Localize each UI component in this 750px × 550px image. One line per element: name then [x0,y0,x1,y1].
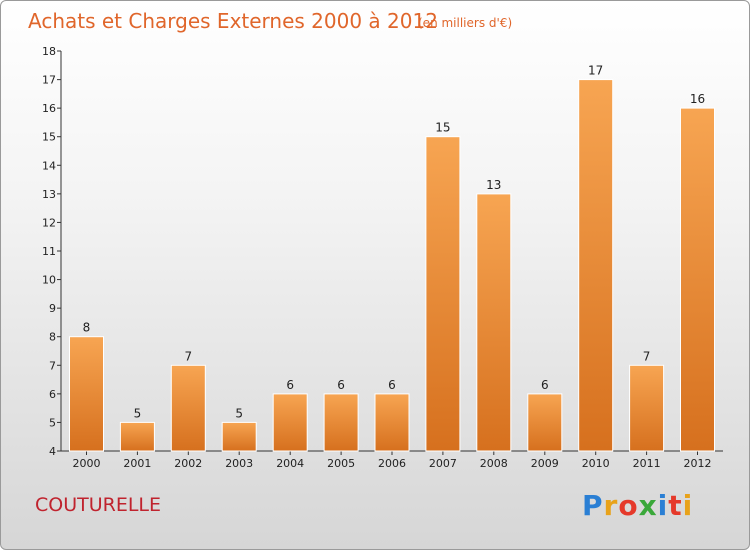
y-tick-label: 6 [49,388,56,401]
chart-axes: 4 5 6 7 8 9 10 11 12 13 14 15 16 17 18 2000 2001 2002 2003… [42,45,723,470]
y-tick-label: 5 [49,416,56,429]
value-label-2003: 5 [235,406,243,420]
y-tick-label: 9 [49,302,56,315]
bar-2012 [680,107,715,452]
chart-bars [69,79,715,452]
bar-2005 [323,393,359,452]
bar-2001 [119,421,155,452]
bar-2000 [69,336,104,452]
x-tick-label-2012: 2012 [684,457,712,470]
y-tick-label: 13 [42,188,56,201]
x-tick-label-2010: 2010 [582,457,610,470]
value-label-2004: 6 [286,378,294,392]
bar-2003 [221,421,257,452]
bar-2009 [527,393,563,452]
value-label-2012: 16 [690,92,705,106]
bar-2006 [374,393,410,452]
chart-title: Achats et Charges Externes 2000 à 2012 (… [28,9,512,33]
value-label-2000: 8 [83,321,91,335]
x-tick-label-2009: 2009 [531,457,559,470]
bar-2007 [425,136,461,452]
x-tick-label-2004: 2004 [276,457,304,470]
logo-letter: x [638,489,658,522]
commune-name: COUTURELLE [35,494,162,516]
y-tick-label: 11 [42,245,56,258]
bar-2011 [629,364,665,452]
x-tick-label-2011: 2011 [633,457,661,470]
proxiti-logo: Proxiti [582,489,693,522]
logo-letter: P [582,489,604,522]
y-tick-label: 12 [42,216,56,229]
y-tick-label: 14 [42,159,56,172]
x-tick-label-2006: 2006 [378,457,406,470]
x-tick-label-2003: 2003 [225,457,253,470]
y-tick-label: 4 [49,445,56,458]
y-tick-label: 18 [42,45,56,58]
x-tick-label-2007: 2007 [429,457,457,470]
value-label-2009: 6 [541,378,549,392]
chart-title-main: Achats et Charges Externes 2000 à 2012 [28,9,438,33]
value-label-2008: 13 [486,178,501,192]
y-tick-label: 17 [42,74,56,87]
chart-value-labels: 8 5 7 5 6 6 6 15 13 6 17 7 16 [83,64,705,421]
y-tick-label: 7 [49,359,56,372]
y-tick-label: 15 [42,131,56,144]
logo-letter: i [682,489,694,522]
chart-title-unit: (en milliers d'€) [418,16,512,30]
y-tick-label: 8 [49,331,56,344]
x-tick-label-2001: 2001 [123,457,151,470]
value-label-2005: 6 [337,378,345,392]
x-tick-label-2005: 2005 [327,457,355,470]
logo-letter: i [657,489,669,522]
value-label-2002: 7 [184,349,192,363]
x-tick-label-2008: 2008 [480,457,508,470]
bar-2002 [170,364,206,452]
logo-letter: o [618,489,639,522]
bar-2004 [272,393,308,452]
value-label-2007: 15 [435,121,450,135]
bar-2008 [476,193,512,452]
value-label-2011: 7 [643,349,651,363]
x-tick-label-2002: 2002 [174,457,202,470]
x-tick-label-2000: 2000 [73,457,101,470]
logo-letter: r [603,489,619,522]
value-label-2006: 6 [388,378,396,392]
value-label-2001: 5 [134,406,142,420]
y-tick-label: 16 [42,102,56,115]
logo-letter: t [668,489,683,522]
value-label-2010: 17 [588,64,603,78]
y-tick-label: 10 [42,274,56,287]
bar-2010 [578,79,614,452]
